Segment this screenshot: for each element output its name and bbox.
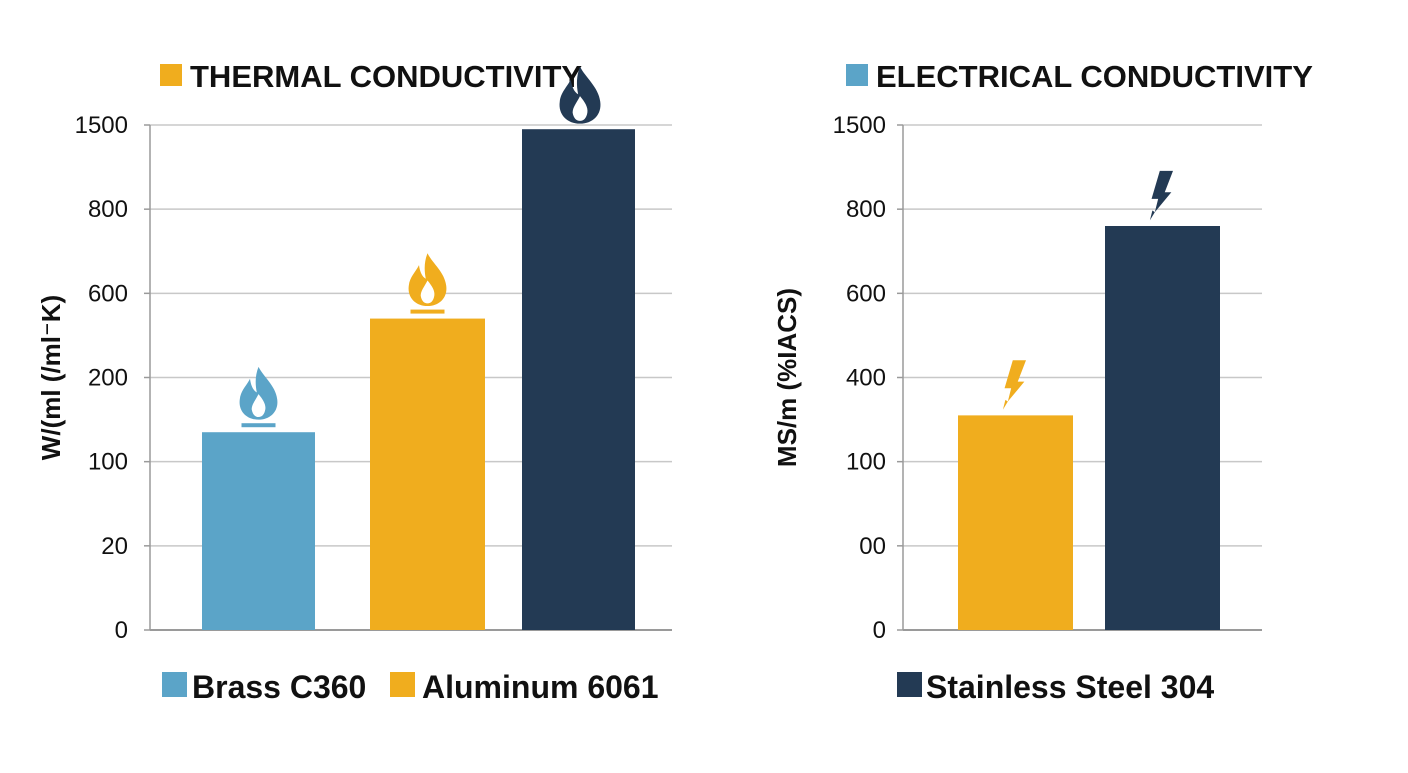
bolt-body — [1151, 170, 1173, 213]
flame-inner — [251, 394, 266, 418]
legend-swatch — [390, 672, 415, 697]
y-tick-label: 600 — [846, 280, 886, 307]
y-axis-label: MS/m (%IACS) — [772, 288, 802, 467]
flame-pedestal — [241, 423, 276, 428]
bar — [1105, 226, 1220, 630]
flame-icon — [239, 366, 278, 420]
flame-outer — [559, 66, 601, 124]
legend-item: Stainless Steel 304 — [897, 669, 1214, 705]
y-tick-label: 100 — [88, 449, 128, 476]
y-tick-label: 100 — [846, 449, 886, 476]
y-tick-label: 800 — [88, 196, 128, 223]
legend-swatch — [162, 672, 187, 697]
bolt-tip — [1149, 210, 1155, 221]
bar — [202, 432, 315, 630]
legend-label: Aluminum 6061 — [422, 669, 659, 705]
bar — [958, 415, 1073, 630]
y-tick-label: 1500 — [75, 112, 128, 139]
y-axis-label: W/(ml (/ml⁻K) — [36, 295, 66, 460]
flame-inner — [420, 280, 435, 304]
flame-outer — [239, 366, 278, 420]
legend-label: Stainless Steel 304 — [926, 669, 1214, 705]
flame-icon — [559, 66, 601, 124]
legend-label: Brass C360 — [192, 669, 366, 705]
y-tick-label: 600 — [88, 280, 128, 307]
y-tick-label: 200 — [88, 365, 128, 392]
bar — [522, 129, 635, 631]
y-tick-label: 0 — [873, 617, 886, 644]
legend-swatch — [897, 672, 922, 697]
flame-icon — [408, 253, 447, 306]
y-tick-label: 1500 — [833, 112, 886, 139]
title-swatch — [846, 64, 868, 86]
y-tick-label: 400 — [846, 365, 886, 392]
y-tick-label: 800 — [846, 196, 886, 223]
y-tick-label: 00 — [859, 533, 886, 560]
flame-pedestal — [410, 309, 445, 314]
lightning-icon — [1149, 170, 1173, 221]
chart-title: ELECTRICAL CONDUCTIVITY — [876, 59, 1313, 94]
flame-outer — [408, 253, 447, 306]
legend-item: Brass C360 — [162, 669, 366, 705]
y-tick-label: 0 — [115, 617, 128, 644]
chart-title: THERMAL CONDUCTIVITY — [190, 59, 582, 94]
flame-inner — [572, 96, 588, 121]
bolt-body — [1004, 360, 1026, 402]
bolt-tip — [1002, 399, 1008, 410]
lightning-icon — [1002, 360, 1026, 410]
y-tick-label: 20 — [101, 533, 128, 560]
legend-item: Aluminum 6061 — [390, 669, 659, 705]
legend: Brass C360 Aluminum 6061 Stainless Steel 3… — [162, 669, 1214, 705]
bar — [370, 318, 485, 630]
title-swatch — [160, 64, 182, 86]
